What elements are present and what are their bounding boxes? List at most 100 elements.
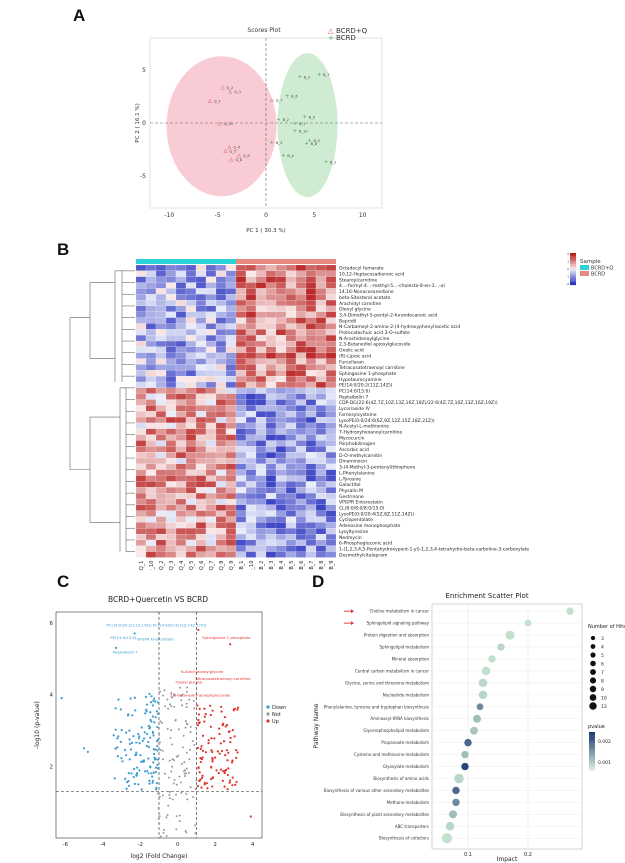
pathway-point: [441, 833, 453, 844]
heatmap-cell: [325, 288, 337, 295]
heatmap-cell: [215, 498, 227, 505]
heatmap-cell: [135, 376, 147, 383]
volcano-point-up: [231, 729, 234, 732]
heatmap-cell: [235, 440, 247, 447]
volcano-point-not: [165, 835, 168, 838]
volcano-point-down: [127, 772, 130, 775]
pathway-label: Phenylalanine, tyrosine and tryptophan b…: [324, 704, 429, 709]
heatmap-cell: [245, 305, 257, 312]
heatmap-cell: [285, 317, 297, 324]
heatmap-cell: [155, 264, 167, 271]
heatmap-cell: [185, 411, 197, 418]
heatmap-cell: [245, 264, 257, 271]
heatmap-cell: [235, 288, 247, 295]
panel-label-d: D: [312, 572, 325, 591]
heatmap-cell: [295, 457, 307, 464]
enrichment-xtick: 0.2: [524, 852, 532, 858]
heatmap-cell: [275, 504, 287, 511]
heatmap-cell: [275, 270, 287, 277]
volcano-annotation: PC(14:0/20:2(11Z,14Z)): [106, 622, 152, 627]
heatmap-cell: [305, 323, 317, 330]
heatmap-cell: [145, 446, 157, 453]
heatmap-row-label: Gestrinone: [339, 494, 364, 500]
heatmap-row-label: Protocatechuic acid 3-O-sulfate: [339, 330, 410, 336]
heatmap-cell: [255, 335, 267, 342]
color-legend-step: [589, 746, 595, 749]
heatmap-cell: [145, 534, 157, 541]
heatmap-cell: [165, 346, 177, 353]
heatmap-cell: [205, 364, 217, 371]
heatmap-cell: [215, 493, 227, 500]
heatmap-cell: [265, 469, 277, 476]
heatmap-cell: [175, 305, 187, 312]
heatmap-cell: [305, 528, 317, 535]
pathway-label: Glycine, serine and threonine metabolism: [345, 680, 429, 685]
heatmap-cell: [315, 452, 327, 459]
heatmap-cell: [275, 393, 287, 400]
volcano-annotations: PC(14:0/20:2(11Z,14Z))PE(14:0/15:0) VPGPR…: [106, 622, 251, 697]
heatmap-cell: [255, 364, 267, 371]
volcano-point-not: [185, 690, 188, 693]
heatmap-cell: [325, 317, 337, 324]
heatmap-cell: [145, 381, 157, 388]
heatmap-cell: [175, 457, 187, 464]
heatmap-cell: [225, 335, 237, 342]
heatmap-cell: [235, 434, 247, 441]
heatmap-cell: [255, 294, 267, 301]
heatmap-cell: [245, 452, 257, 459]
heatmap-cell: [265, 276, 277, 283]
volcano-point-down: [149, 718, 152, 722]
volcano-point-down: [140, 726, 143, 729]
heatmap-cell: [245, 504, 257, 511]
volcano-point-not: [184, 829, 187, 832]
heatmap-cell: [175, 428, 187, 435]
heatmap-cell: [265, 539, 277, 546]
heatmap-row-label: Lycoriaside IV: [339, 406, 371, 412]
heatmap-cell: [165, 288, 177, 295]
heatmap-cell: [315, 522, 327, 529]
heatmap-cell: [135, 504, 147, 511]
heatmap-row-label: L-Tyrosine: [339, 476, 361, 482]
heatmap-cell: [165, 440, 177, 447]
heatmap-cell: [315, 364, 327, 371]
volcano-point-down: [155, 710, 158, 713]
heatmap-cell: [195, 487, 207, 494]
heatmap-cell: [195, 264, 207, 271]
color-legend-step: [589, 765, 595, 768]
volcano-point-down: [135, 766, 139, 769]
pca-point-label: Q_3: [234, 90, 241, 94]
heatmap-cell: [315, 481, 327, 488]
heatmap-cell: [285, 422, 297, 429]
color-legend-step: [589, 740, 595, 742]
heatmap-cell: [145, 311, 157, 318]
heatmap-cell: [215, 487, 227, 494]
heatmap-cell: [135, 335, 147, 342]
legend-label-bcrd: BCRD: [591, 272, 605, 278]
heatmap-cell: [195, 510, 207, 517]
volcano-point-down: [131, 714, 134, 717]
heatmap-cell: [325, 510, 337, 517]
volcano-point-not: [193, 824, 196, 827]
heatmap-cell: [145, 551, 157, 558]
heatmap-column-label: Q_1: [139, 561, 145, 571]
heatmap-cell: [175, 452, 187, 459]
heatmap-cell: [285, 411, 297, 418]
heatmap-cell: [225, 311, 237, 318]
heatmap-cell: [175, 370, 187, 377]
volcano-point-down: [124, 777, 127, 781]
volcano-point-down: [153, 697, 156, 700]
volcano-point-up: [199, 747, 202, 750]
heatmap-cell: [225, 294, 237, 301]
heatmap-row-label: VPGPR Enterostatin: [339, 500, 383, 506]
volcano-point-up: [217, 772, 220, 775]
heatmap-cell: [255, 399, 267, 406]
heatmap-cell: [295, 288, 307, 295]
heatmap-cell: [325, 469, 337, 476]
heatmap-cell: [175, 551, 187, 558]
heatmap-cell: [215, 370, 227, 377]
volcano-point-down: [152, 771, 155, 774]
heatmap-sample-cell: [146, 259, 156, 264]
heatmap-cell: [265, 352, 277, 359]
